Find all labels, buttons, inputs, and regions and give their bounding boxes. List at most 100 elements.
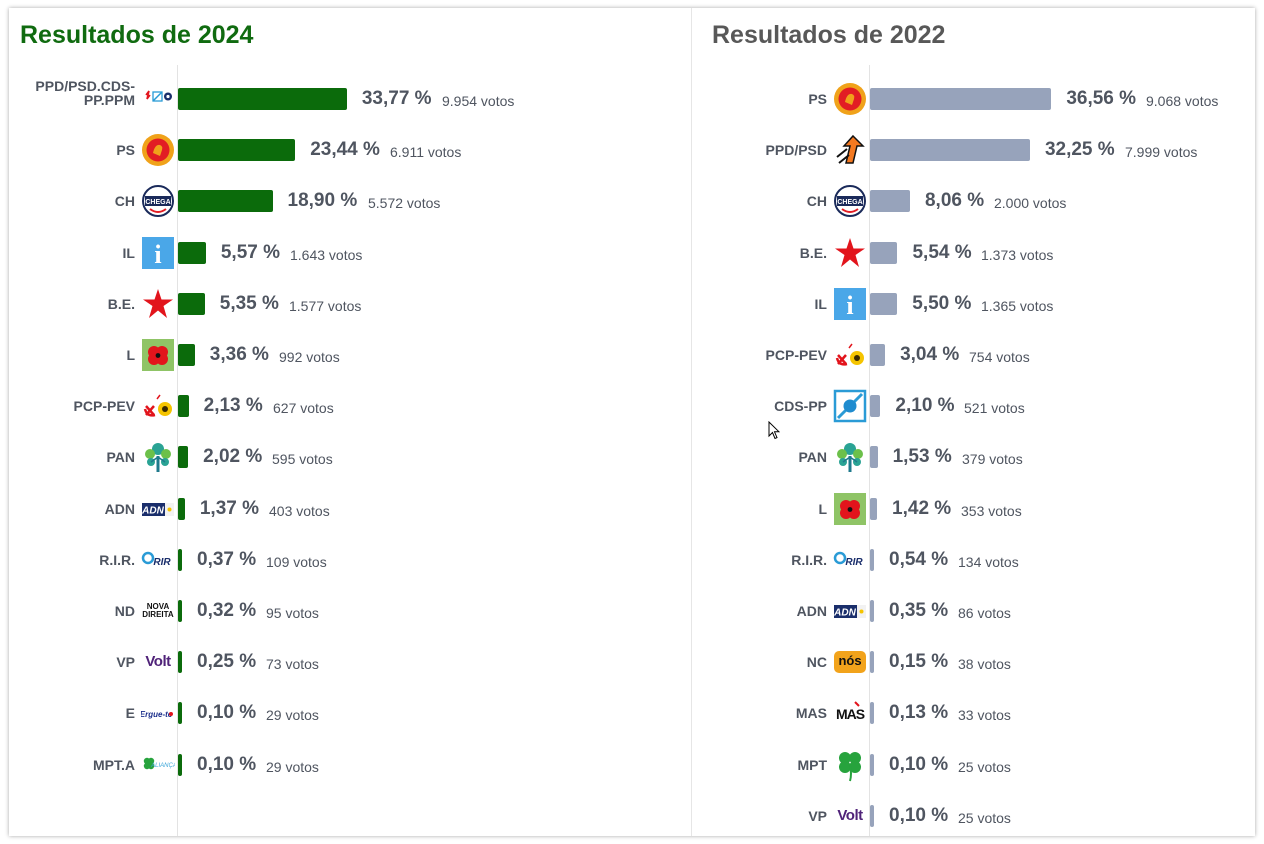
party-label: ADN (796, 603, 827, 619)
bar-row-2024: ADN ADN 1,37 % 403 votos (9, 489, 691, 529)
votes-label: 353 votos (961, 502, 1022, 519)
bar-row-2022: MAS MAS 0,13 % 33 votos (692, 693, 1256, 733)
votes-label: 6.911 votos (390, 144, 462, 161)
party-label: PPD/PSD.CDS- PP.PPM (35, 78, 135, 108)
bar-row-2024: PCP-PEV 2,13 % 627 votos (9, 386, 691, 426)
bar (870, 190, 910, 213)
svg-text:Volt: Volt (145, 653, 171, 670)
bar-row-2022: R.I.R. RIR 0,54 % 134 votos (692, 540, 1256, 580)
party-label: MPT.A (93, 756, 135, 773)
ergue-te-logo-icon: Ergue-te (141, 696, 175, 730)
percent-label: 32,25 % (1044, 139, 1115, 161)
percent-label: 18,90 % (287, 190, 358, 212)
party-label: R.I.R. (791, 551, 827, 568)
percent-label: 2,10 % (895, 395, 955, 417)
bar-row-2022: VP Volt 0,10 % 25 votos (692, 796, 1256, 836)
mas-logo-icon: MAS (833, 696, 867, 730)
psd-logo-icon (833, 133, 867, 167)
be-logo-icon (833, 236, 867, 270)
bar-row-2024: PPD/PSD.CDS- PP.PPM 33,77 % 9.954 votos (9, 79, 691, 119)
percent-label: 0,35 % (889, 600, 949, 621)
ad-logo-icon (141, 82, 175, 116)
bar (870, 600, 874, 622)
bar-row-2022: PAN 1,53 % 379 votos (692, 437, 1256, 477)
svg-text:ADN: ADN (141, 505, 164, 516)
votes-label: 29 votos (266, 758, 319, 775)
votes-label: 25 votos (958, 809, 1011, 826)
results-2022-panel: Resultados de 2022 PS 36,56 % 9.068 votos P… (691, 8, 1256, 836)
party-label: PS (808, 91, 827, 107)
votes-label: 992 votos (279, 349, 340, 365)
votes-label: 403 votos (269, 502, 330, 519)
chart-title-2022: Resultados de 2022 (712, 21, 946, 49)
votes-label: 754 votos (969, 349, 1030, 365)
bar-row-2024: CH CHEGA 18,90 % 5.572 votos (9, 181, 691, 221)
bar (870, 241, 898, 264)
svg-text:MAS: MAS (836, 706, 865, 722)
results-frame: Resultados de 2024 PPD/PSD.CDS- PP.PPM 33,… (9, 8, 1255, 836)
be-logo-icon (141, 287, 175, 321)
svg-text:RIR: RIR (153, 557, 171, 568)
il-logo-icon: i (833, 287, 867, 321)
percent-label: 1,53 % (892, 446, 952, 468)
bar (870, 139, 1030, 162)
bar (178, 548, 182, 571)
votes-label: 5.572 votos (368, 195, 441, 212)
rir-logo-icon: RIR (141, 543, 175, 577)
party-label: VP (116, 654, 135, 671)
party-label: B.E. (799, 244, 827, 261)
votes-label: 1.365 votos (981, 297, 1054, 314)
percent-label: 1,42 % (892, 497, 952, 519)
bar-row-2024: L 3,36 % 992 votos (9, 335, 691, 375)
votes-label: 2.000 votos (994, 195, 1067, 212)
percent-label: 0,10 % (197, 753, 257, 775)
votes-label: 29 votos (266, 707, 319, 724)
pan-logo-icon (833, 440, 867, 474)
bar (870, 651, 874, 674)
votes-label: 1.643 votos (290, 246, 363, 263)
bar-row-2022: PCP-PEV 3,04 % 754 votos (692, 335, 1256, 375)
nos-cidadaos-logo-icon: nós (833, 645, 867, 679)
party-label: IL (122, 244, 135, 261)
percent-label: 2,02 % (203, 446, 263, 468)
percent-label: 0,10 % (889, 804, 949, 826)
bar-row-2024: PS 23,44 % 6.911 votos (9, 130, 691, 170)
bar (178, 139, 296, 162)
party-label: ADN (104, 500, 135, 517)
party-label: MPT (797, 756, 827, 773)
bar-row-2024: B.E. 5,35 % 1.577 votos (9, 284, 691, 324)
bar-row-2024: MPT.A ALIANÇA 0,10 % 29 votos (9, 745, 691, 785)
cds-logo-icon (833, 389, 867, 423)
votes-label: 627 votos (273, 400, 334, 417)
ps-logo-icon (833, 82, 867, 116)
bar (178, 600, 182, 622)
volt-logo-icon: Volt (141, 645, 175, 679)
percent-label: 5,50 % (912, 292, 972, 314)
bar-row-2022: PPD/PSD 32,25 % 7.999 votos (692, 130, 1256, 170)
bar-row-2024: R.I.R. RIR 0,37 % 109 votos (9, 540, 691, 580)
percent-label: 0,54 % (889, 548, 949, 570)
party-label: CDS-PP (774, 398, 827, 415)
cdu-logo-icon (141, 389, 175, 423)
bar-row-2024: ND NOVA DIREITA 0,32 % 95 votos (9, 591, 691, 631)
votes-label: 109 votos (266, 553, 327, 570)
bar (870, 548, 874, 571)
bar (870, 88, 1052, 110)
party-label: IL (814, 295, 827, 312)
party-label: L (818, 500, 827, 517)
bar (870, 395, 881, 418)
chart-title-2024: Resultados de 2024 (20, 21, 254, 49)
bar-row-2022: CH CHEGA 8,06 % 2.000 votos (692, 181, 1256, 221)
percent-label: 2,13 % (203, 395, 263, 417)
votes-label: 86 votos (958, 605, 1011, 621)
percent-label: 0,10 % (197, 702, 257, 724)
bar (870, 753, 874, 776)
mpt-logo-icon (833, 748, 867, 782)
bar (178, 446, 189, 469)
votes-label: 1.577 votos (289, 297, 362, 314)
axis-line-2024 (177, 65, 178, 836)
bar-row-2022: ADN ADN 0,35 % 86 votos (692, 591, 1256, 631)
bar-row-2024: PAN 2,02 % 595 votos (9, 437, 691, 477)
votes-label: 73 votos (266, 656, 319, 673)
nova-direita-logo-icon: NOVA DIREITA (141, 594, 175, 628)
